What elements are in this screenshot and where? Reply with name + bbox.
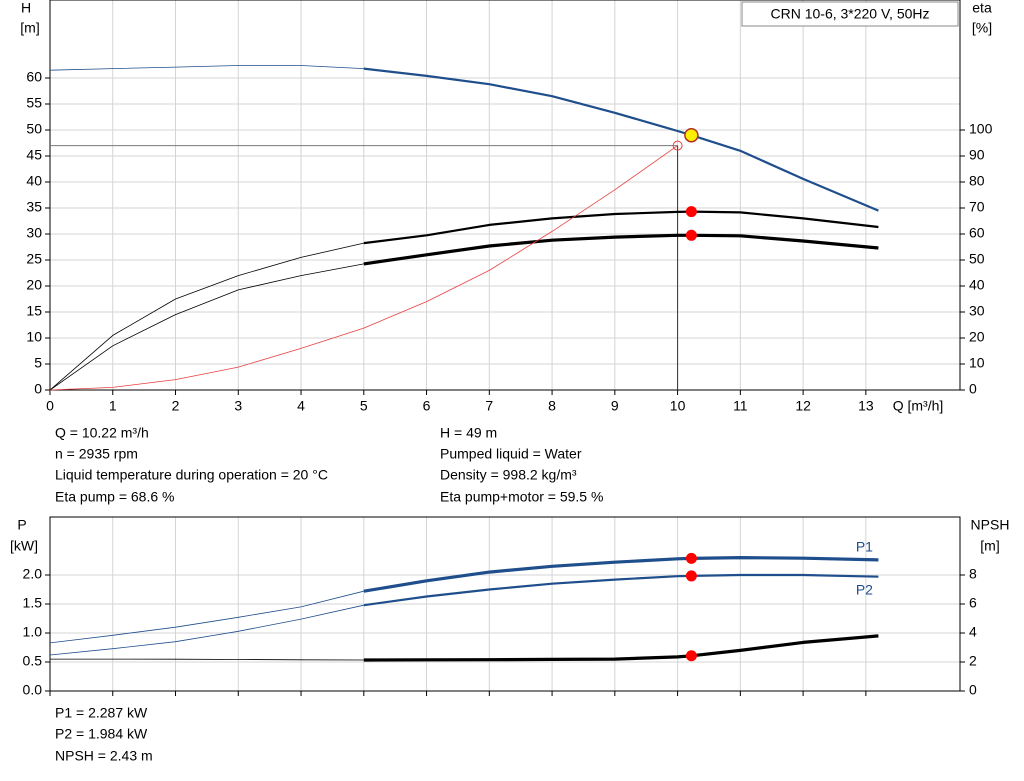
x-tick-label: 6: [423, 398, 431, 414]
x-tick-label: 7: [485, 398, 493, 414]
y-tick-label: 0.5: [23, 653, 43, 669]
info-text: Q = 10.22 m³/h: [55, 425, 149, 441]
x-axis-label: Q [m³/h]: [893, 398, 944, 414]
info-text: P2 = 1.984 kW: [55, 726, 148, 742]
series-line: [363, 67, 879, 212]
info-text: Pumped liquid = Water: [440, 446, 582, 462]
y2-tick-label: 50: [969, 251, 985, 267]
series-line: [363, 573, 879, 607]
series-line: [50, 658, 364, 661]
y-tick-label: 35: [26, 199, 42, 215]
series-line: [49, 65, 364, 71]
series-line: [49, 145, 678, 391]
y-tick-label: 25: [26, 251, 42, 267]
y-tick-label: 40: [26, 173, 42, 189]
y2-tick-label: 100: [969, 121, 993, 137]
plot-area: [50, 0, 960, 390]
info-text: H = 49 m: [440, 425, 497, 441]
y2-tick-label: 60: [969, 225, 985, 241]
y-axis-unit: [m]: [20, 20, 39, 36]
series-label: P2: [856, 581, 873, 597]
x-tick-label: 5: [360, 398, 368, 414]
series-line: [49, 604, 364, 656]
y-tick-label: 30: [26, 225, 42, 241]
y-tick-label: 0: [34, 381, 42, 397]
y2-tick-label: 30: [969, 303, 985, 319]
info-text: n = 2935 rpm: [55, 446, 138, 462]
info-text: Density = 998.2 kg/m³: [440, 467, 577, 483]
title-box: [741, 1, 959, 27]
y2-axis-unit: [m]: [980, 538, 999, 554]
series-line: [49, 263, 364, 391]
x-tick-label: 13: [858, 398, 874, 414]
y2-tick-label: 0: [969, 682, 977, 698]
series-line: [363, 210, 879, 245]
y-tick-label: 5: [34, 355, 42, 371]
x-tick-label: 10: [670, 398, 686, 414]
y-tick-label: 1.0: [23, 624, 43, 640]
cursor-point: [672, 140, 683, 151]
info-text: Eta pump+motor = 59.5 %: [440, 489, 603, 505]
y-tick-label: 55: [26, 95, 42, 111]
plot: 0.0 0.5 1.0 1.5 2.0 0 2 4 6 8 P1 P2: [23, 516, 977, 698]
y-tick-label: 10: [26, 329, 42, 345]
y-tick-label: 50: [26, 121, 42, 137]
info-text: NPSH = 2.43 m: [55, 748, 153, 764]
y-axis-label: P: [17, 517, 26, 533]
plot: 0 1 2 3 4 5 6 7 8 9 10 11 12 130510152025303540455055…: [26, 0, 993, 414]
y2-tick-label: 20: [969, 329, 985, 345]
series-line: [49, 590, 364, 644]
chart-title: CRN 10-6, 3*220 V, 50Hz: [770, 6, 929, 22]
series-label: P1: [856, 539, 873, 555]
x-tick-label: 12: [795, 398, 811, 414]
y-tick-label: 60: [26, 69, 42, 85]
series-line: [363, 233, 879, 266]
x-tick-label: 11: [733, 398, 748, 414]
y-tick-label: 20: [26, 277, 42, 293]
operating-point: [685, 570, 697, 582]
y2-tick-label: 40: [969, 277, 985, 293]
y2-tick-label: 10: [969, 355, 985, 371]
y2-tick-label: 90: [969, 147, 985, 163]
y2-tick-label: 0: [969, 381, 977, 397]
y-axis-label: H: [21, 0, 31, 16]
y2-axis-label: NPSH: [971, 517, 1010, 533]
y2-tick-label: 4: [969, 624, 977, 640]
y-tick-label: 15: [26, 303, 42, 319]
plot-frame: [49, 516, 961, 692]
x-tick-label: 3: [234, 398, 242, 414]
info-text: Eta pump = 68.6 %: [55, 489, 174, 505]
x-tick-label: 9: [611, 398, 619, 414]
y-tick-label: 2.0: [23, 566, 43, 582]
plot-frame: [49, 0, 961, 391]
x-tick-label: 8: [548, 398, 556, 414]
y2-tick-label: 8: [969, 566, 977, 582]
x-tick-label: 4: [297, 398, 305, 414]
operating-point: [684, 127, 699, 143]
y-tick-label: 0.0: [23, 682, 43, 698]
y-tick-label: 45: [26, 147, 42, 163]
series-line: [49, 242, 364, 391]
info-text: Liquid temperature during operation = 20…: [55, 467, 328, 483]
y2-axis-unit: [%]: [972, 20, 992, 36]
x-tick-label: 1: [109, 398, 117, 414]
y2-tick-label: 2: [969, 653, 977, 669]
operating-point: [685, 650, 697, 662]
y2-tick-label: 70: [969, 199, 985, 215]
x-tick-label: 0: [46, 398, 54, 414]
operating-point: [685, 229, 697, 241]
operating-point: [685, 206, 697, 218]
operating-point: [685, 552, 697, 564]
y-tick-label: 1.5: [23, 595, 43, 611]
info-text: P1 = 2.287 kW: [55, 705, 148, 721]
y2-tick-label: 80: [969, 173, 985, 189]
x-tick-label: 2: [172, 398, 180, 414]
y2-axis-label: eta: [972, 0, 992, 16]
y-axis-unit: [kW]: [10, 538, 38, 554]
series-line: [363, 634, 879, 662]
series-line: [363, 556, 879, 593]
y2-tick-label: 6: [969, 595, 977, 611]
